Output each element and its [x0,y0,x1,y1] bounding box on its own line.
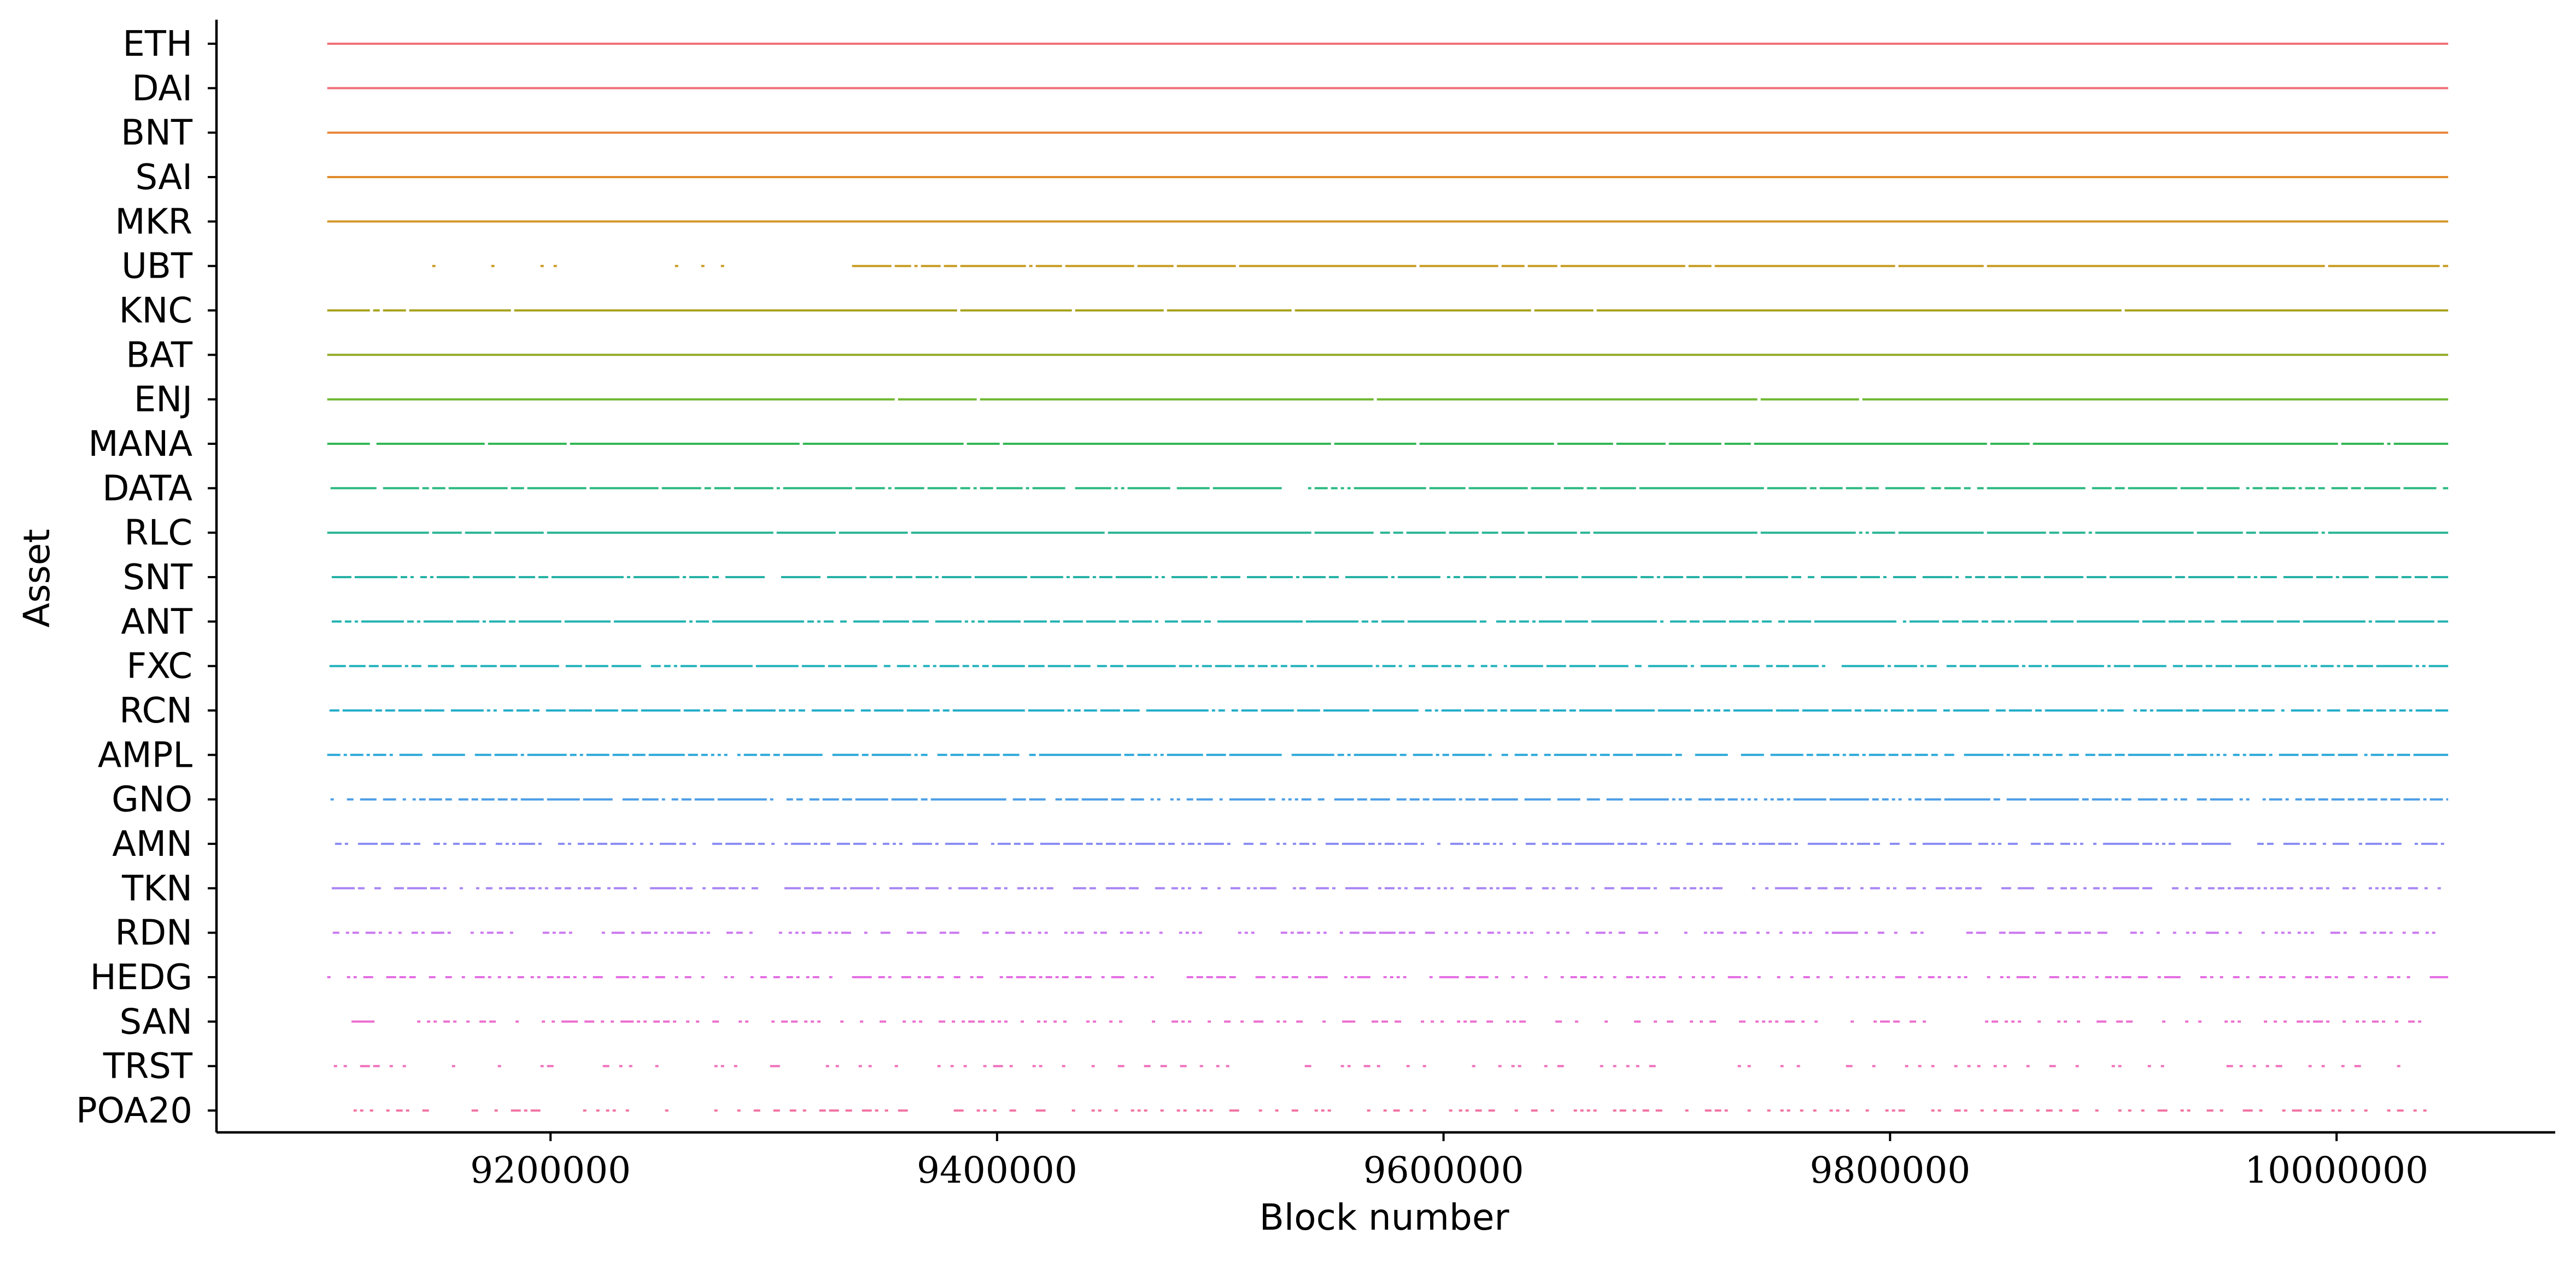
y-tick-label: MKR [115,202,192,242]
y-tick-label: BNT [121,113,193,154]
y-tick-label: RCN [119,691,192,731]
y-axis-label: Asset [16,529,58,627]
x-tick-label: 10000000 [2245,1149,2428,1191]
y-tick-label: FXC [126,647,192,687]
y-tick-label: TRST [103,1047,193,1087]
y-tick-label: SNT [122,557,193,598]
y-tick-label: KNC [119,291,192,331]
y-tick-label: ENJ [134,380,192,420]
x-tick-label: 9600000 [1363,1149,1524,1191]
x-axis-label: Block number [1259,1196,1509,1238]
y-tick-label: RDN [115,913,192,954]
y-tick-label: HEDG [90,957,192,998]
y-tick-label: TKN [121,868,192,909]
y-tick-label: UBT [121,246,193,287]
plot-area [327,43,2449,1112]
y-tick-label: SAI [136,157,192,198]
y-tick-label: ETH [122,24,192,64]
y-tick-label: GNO [112,780,192,820]
y-tick-label: AMN [112,824,192,865]
x-axis: 9200000 9400000 9600000 9800000 10000000 [216,1131,2555,1191]
x-tick-label: 9800000 [1810,1149,1970,1191]
y-tick-label: BAT [126,335,193,375]
x-tick-label: 9400000 [917,1149,1078,1191]
y-tick-label: RLC [124,513,192,554]
y-tick-label: MANA [88,424,192,465]
y-tick-label: AMPL [98,735,193,776]
y-tick-label: POA20 [76,1091,192,1131]
y-tick-label: ANT [121,602,193,642]
y-tick-label: DAI [132,68,192,109]
y-tick-label: DATA [102,468,192,509]
x-tick-label: 9200000 [470,1149,631,1191]
y-tick-label: SAN [120,1002,192,1042]
